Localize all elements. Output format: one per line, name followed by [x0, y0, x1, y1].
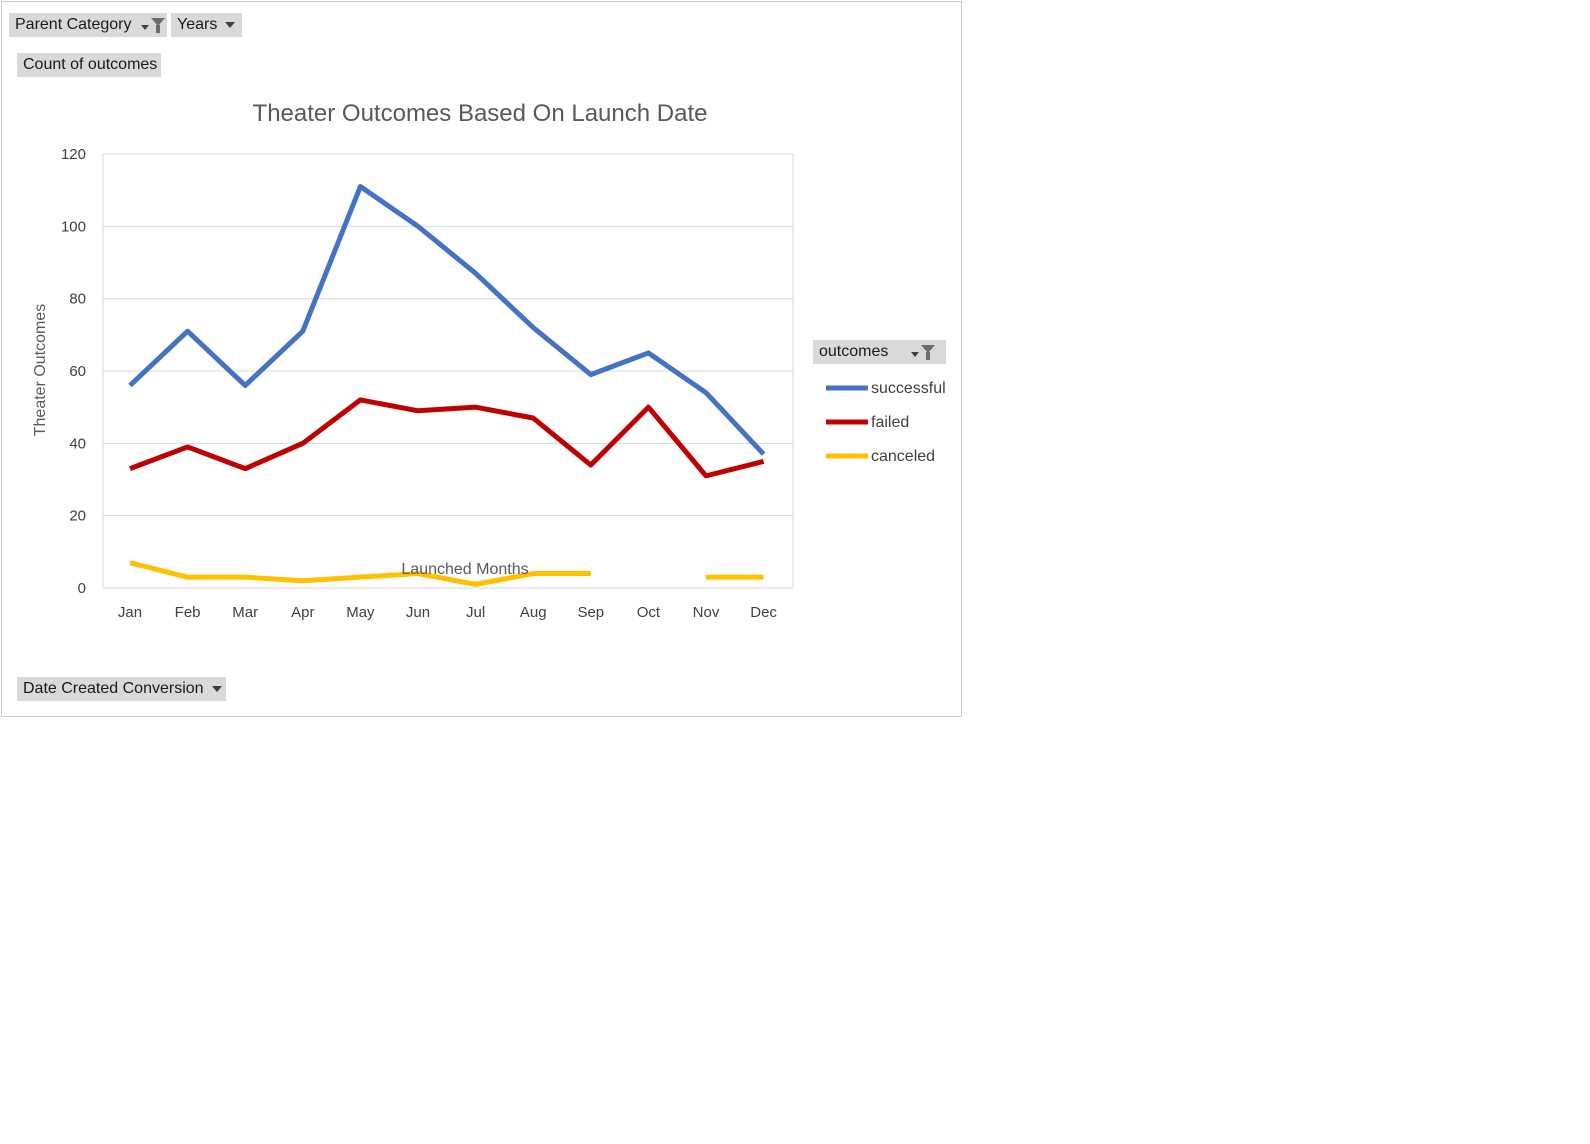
y-tick-label: 100	[61, 218, 86, 235]
legend-label-canceled: canceled	[871, 448, 935, 465]
y-tick-label: 40	[69, 435, 86, 452]
x-tick-label: Oct	[637, 604, 661, 621]
y-tick-label: 0	[78, 580, 86, 597]
x-tick-label: Dec	[750, 604, 777, 621]
parent-category-label: Parent Category	[15, 16, 132, 33]
x-tick-label: Aug	[520, 604, 547, 621]
outcomes-legend-filter-button[interactable]: outcomes	[813, 340, 946, 364]
y-axis-title: Theater Outcomes	[32, 304, 49, 437]
outcomes-label: outcomes	[819, 343, 889, 360]
legend-label-successful: successful	[871, 380, 946, 397]
x-axis-title: Launched Months	[401, 561, 528, 578]
y-axis-ticks: 0 20 40 60 80 100 120	[61, 146, 86, 597]
filter-icon	[911, 344, 936, 360]
series-line-successful	[128, 184, 766, 456]
y-tick-label: 120	[61, 146, 86, 163]
x-tick-label: Jul	[466, 604, 485, 621]
y-tick-label: 20	[69, 508, 86, 525]
count-of-outcomes-field[interactable]: Count of outcomes	[17, 53, 161, 77]
x-tick-label: May	[346, 604, 375, 621]
x-tick-label: Apr	[291, 604, 314, 621]
filter-icon	[140, 17, 165, 33]
row-field-label: Date Created Conversion	[23, 680, 204, 697]
x-tick-label: Jun	[406, 604, 430, 621]
years-filter-button[interactable]: Years	[171, 13, 242, 37]
x-tick-label: Jan	[118, 604, 142, 621]
values-field-label: Count of outcomes	[23, 56, 158, 73]
chart-title: Theater Outcomes Based On Launch Date	[253, 100, 708, 127]
y-tick-label: 80	[69, 291, 86, 308]
chevron-down-icon	[211, 686, 222, 692]
x-tick-label: Mar	[232, 604, 258, 621]
series-line-failed	[129, 397, 765, 479]
x-tick-label: Nov	[693, 604, 720, 621]
years-label: Years	[177, 16, 218, 33]
date-created-conversion-button[interactable]: Date Created Conversion	[17, 677, 226, 701]
legend: successful failed canceled	[826, 380, 946, 465]
legend-label-failed: failed	[871, 414, 909, 431]
gridlines	[103, 153, 793, 517]
parent-category-filter-button[interactable]: Parent Category	[9, 13, 167, 37]
series-lines	[128, 184, 766, 587]
x-tick-label: Sep	[577, 604, 604, 621]
series-line-canceled	[129, 560, 591, 587]
y-tick-label: 60	[69, 363, 86, 380]
x-axis-ticks: Jan Feb Mar Apr May Jun Jul Aug Sep Oct Nov Dec	[118, 604, 778, 621]
chevron-down-icon	[225, 22, 236, 28]
x-tick-label: Feb	[175, 604, 201, 621]
